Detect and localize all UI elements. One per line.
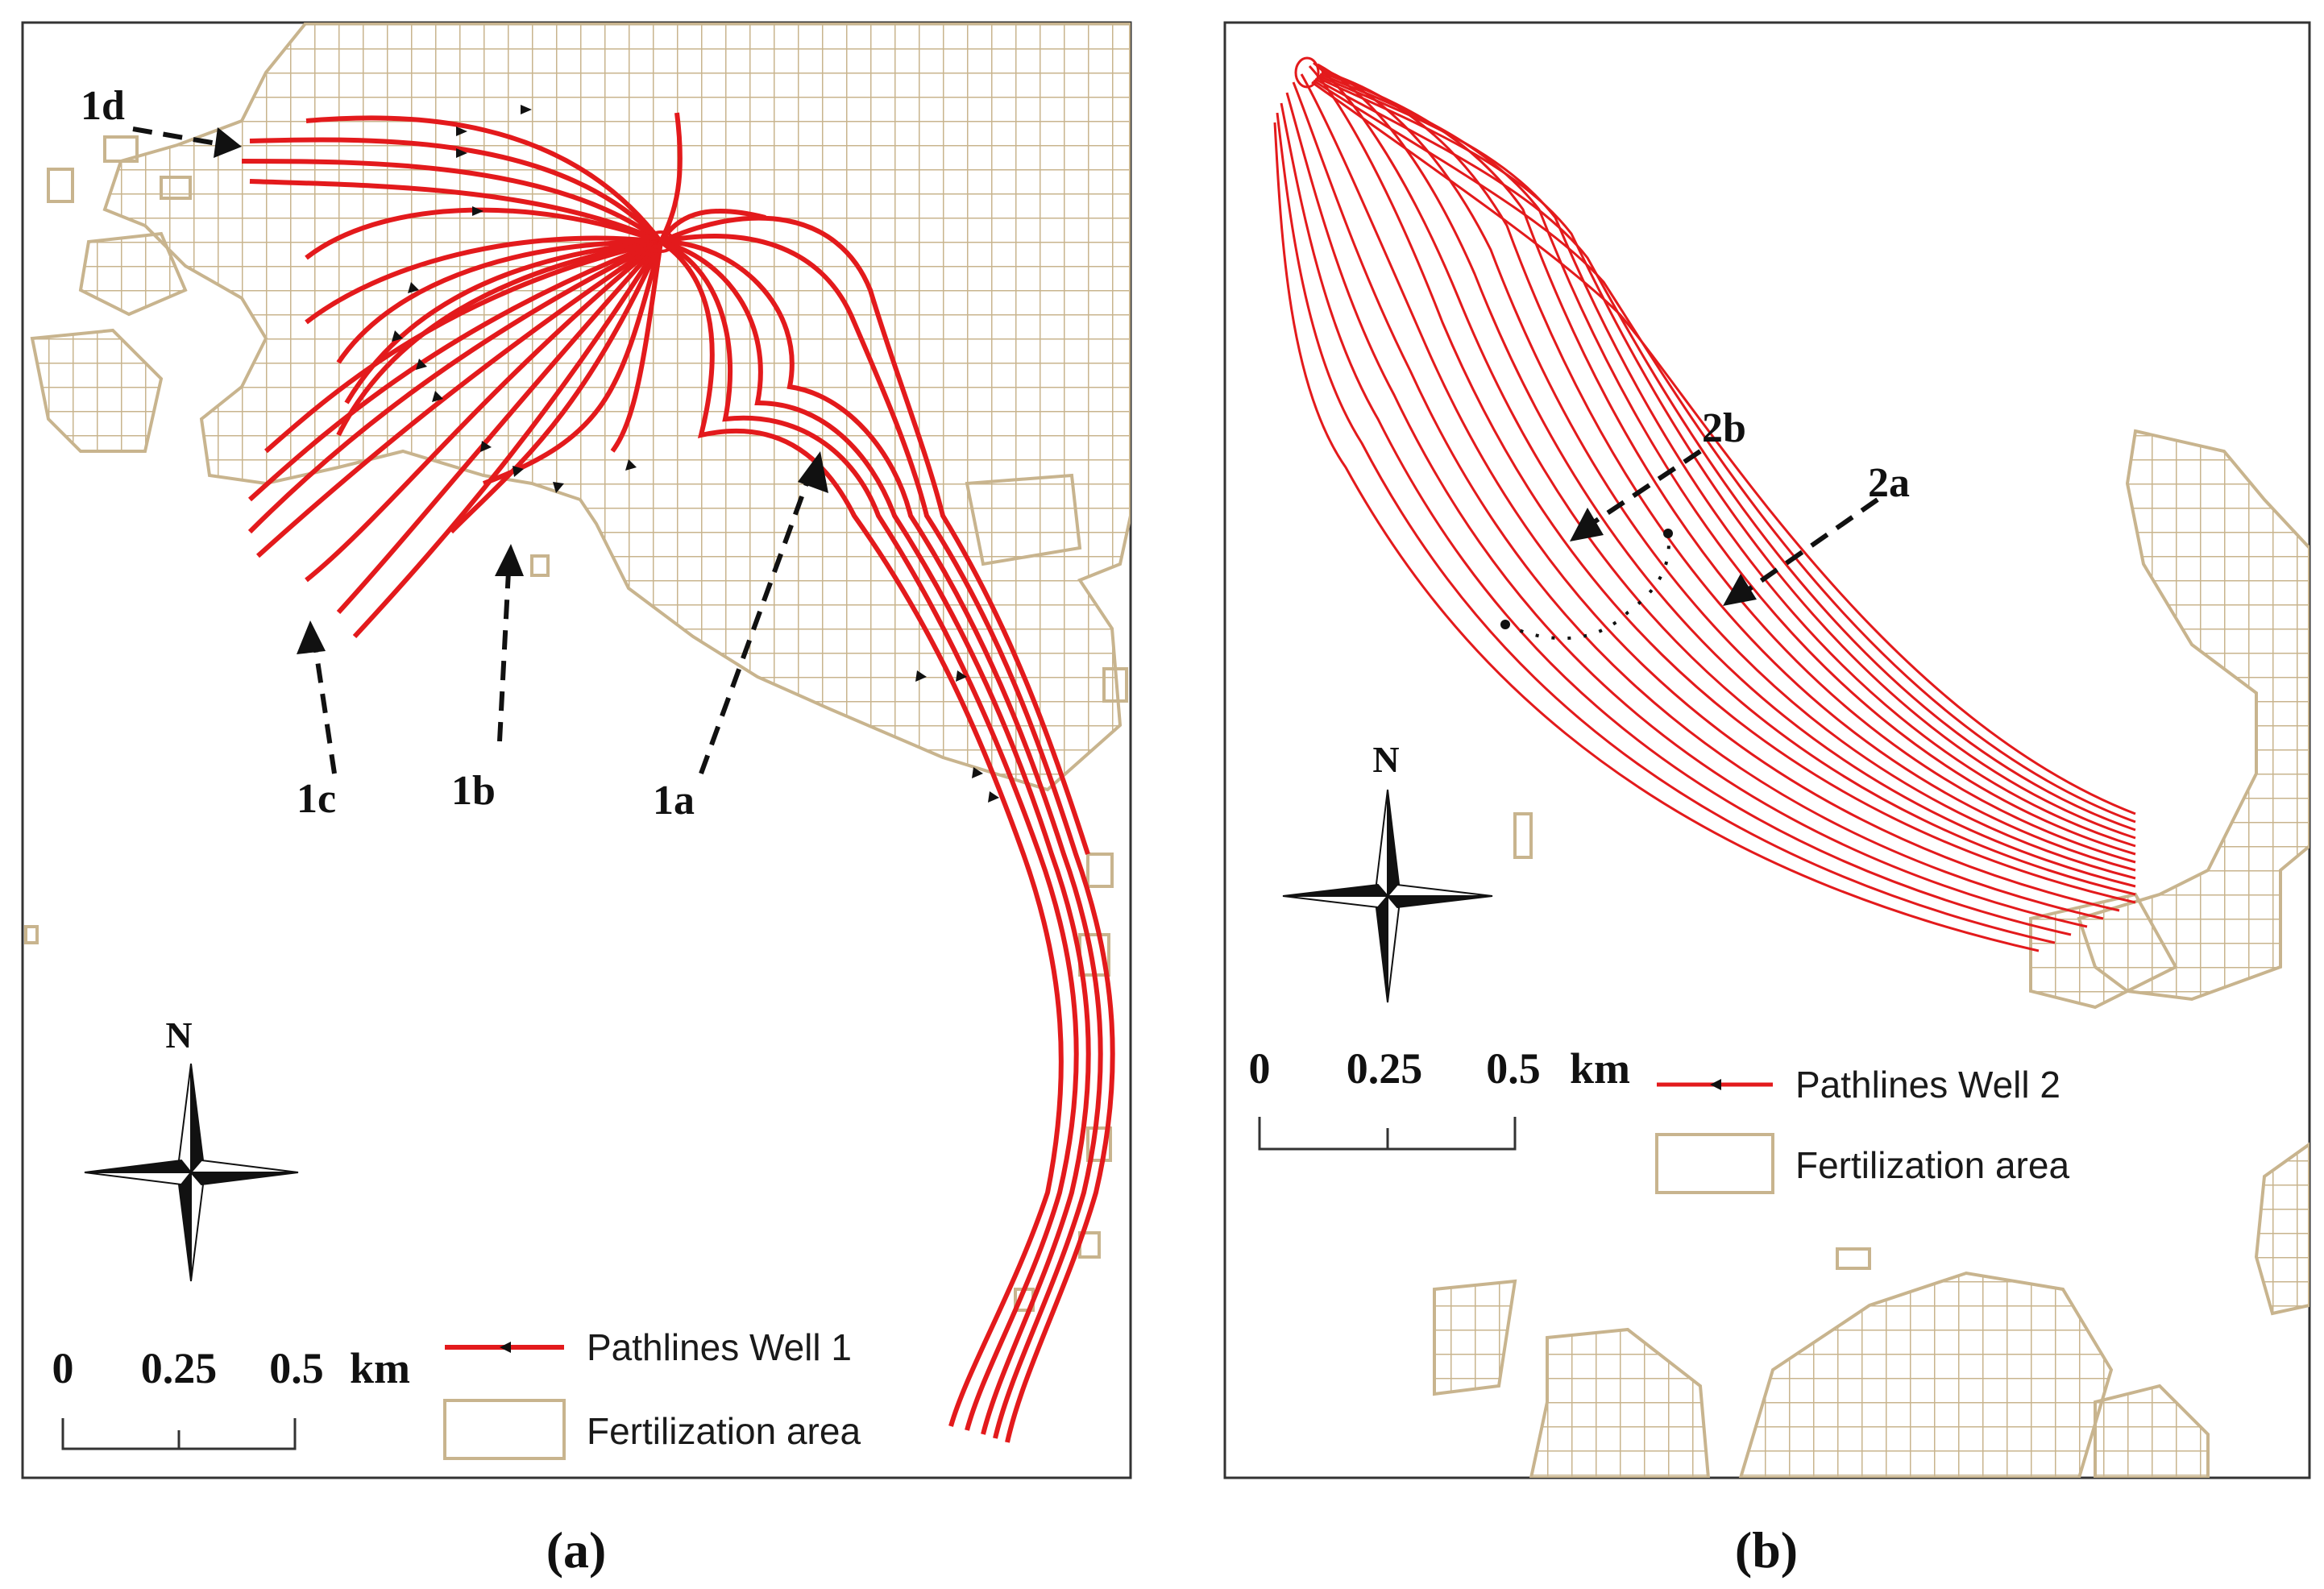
compass-rose-icon xyxy=(84,1063,299,1282)
scalebar-a: 0 0.25 0.5 km xyxy=(52,1344,410,1450)
legend-pathlines-label-a: Pathlines Well 1 xyxy=(587,1326,852,1368)
scale-unit-a: km xyxy=(350,1344,410,1392)
legend-a: Pathlines Well 1 Fertilization area xyxy=(443,1326,861,1460)
scale-tick-0-a: 0 xyxy=(52,1344,74,1392)
legend-area-swatch-b xyxy=(1655,1133,1774,1194)
compass-a: N xyxy=(84,1014,299,1282)
legend-area-label-a: Fertilization area xyxy=(587,1410,861,1452)
callout-arrows-a xyxy=(132,127,816,775)
scale-bar-line-b xyxy=(1258,1117,1517,1151)
arrowhead-1a xyxy=(798,451,828,493)
legend-area-swatch-a xyxy=(443,1399,566,1460)
callout-label-1c: 1c xyxy=(297,776,336,822)
pathlines-well-2 xyxy=(1273,56,2136,952)
pathlines-well-1 xyxy=(241,112,1115,1443)
arrowhead-1b xyxy=(495,544,524,576)
callout-labels-a: 1d 1c 1b 1a xyxy=(81,83,695,824)
scale-tick-05-b: 0.5 xyxy=(1486,1044,1541,1093)
scale-tick-025-a: 0.25 xyxy=(141,1344,218,1392)
callout-arrows-b xyxy=(1590,449,1879,595)
scale-tick-025-b: 0.25 xyxy=(1347,1044,1423,1093)
flow-direction-ticks-a xyxy=(392,105,999,803)
arrowhead-2b xyxy=(1570,508,1604,541)
callout-label-2b: 2b xyxy=(1702,405,1746,451)
scale-tick-05-a: 0.5 xyxy=(269,1344,324,1392)
panel-b: 2b 2a N 0 0.25 0.5 km xyxy=(1223,21,2311,1579)
compass-b: N xyxy=(1282,739,1493,1003)
compass-north-label-b: N xyxy=(1372,739,1399,780)
legend-area-label-b: Fertilization area xyxy=(1795,1144,2069,1186)
compass-north-label-a: N xyxy=(165,1014,192,1056)
legend-b: Pathlines Well 2 Fertilization area xyxy=(1655,1064,2069,1194)
panel-caption-a: (a) xyxy=(546,1521,607,1579)
callout-labels-b: 2b 2a xyxy=(1702,405,1910,506)
callout-label-1a: 1a xyxy=(653,778,695,824)
arrowhead-1d xyxy=(214,127,242,158)
callout-arrowheads-b xyxy=(1570,508,1757,606)
scalebar-b: 0 0.25 0.5 km xyxy=(1249,1044,1630,1151)
scale-bar-line-a xyxy=(61,1418,297,1450)
panel-a: 1d 1c 1b 1a N 0 0.25 0.5 km xyxy=(21,21,1132,1579)
arrowhead-2a xyxy=(1723,574,1757,606)
panel-caption-b: (b) xyxy=(1735,1521,1798,1579)
arrowhead-1c xyxy=(297,620,326,654)
callout-label-1d: 1d xyxy=(81,83,125,129)
callout-label-2a: 2a xyxy=(1868,460,1910,506)
legend-pathlines-label-b: Pathlines Well 2 xyxy=(1795,1064,2060,1106)
fertilization-areas-b xyxy=(1433,429,2309,1478)
scale-unit-b: km xyxy=(1570,1044,1630,1093)
map-frame-b xyxy=(1223,21,2311,1479)
capture-zone-dots-b xyxy=(1500,529,1673,641)
scale-tick-0-b: 0 xyxy=(1249,1044,1271,1093)
callout-arrowheads-a xyxy=(214,127,828,654)
callout-label-1b: 1b xyxy=(451,768,496,814)
compass-rose-icon xyxy=(1282,789,1493,1003)
